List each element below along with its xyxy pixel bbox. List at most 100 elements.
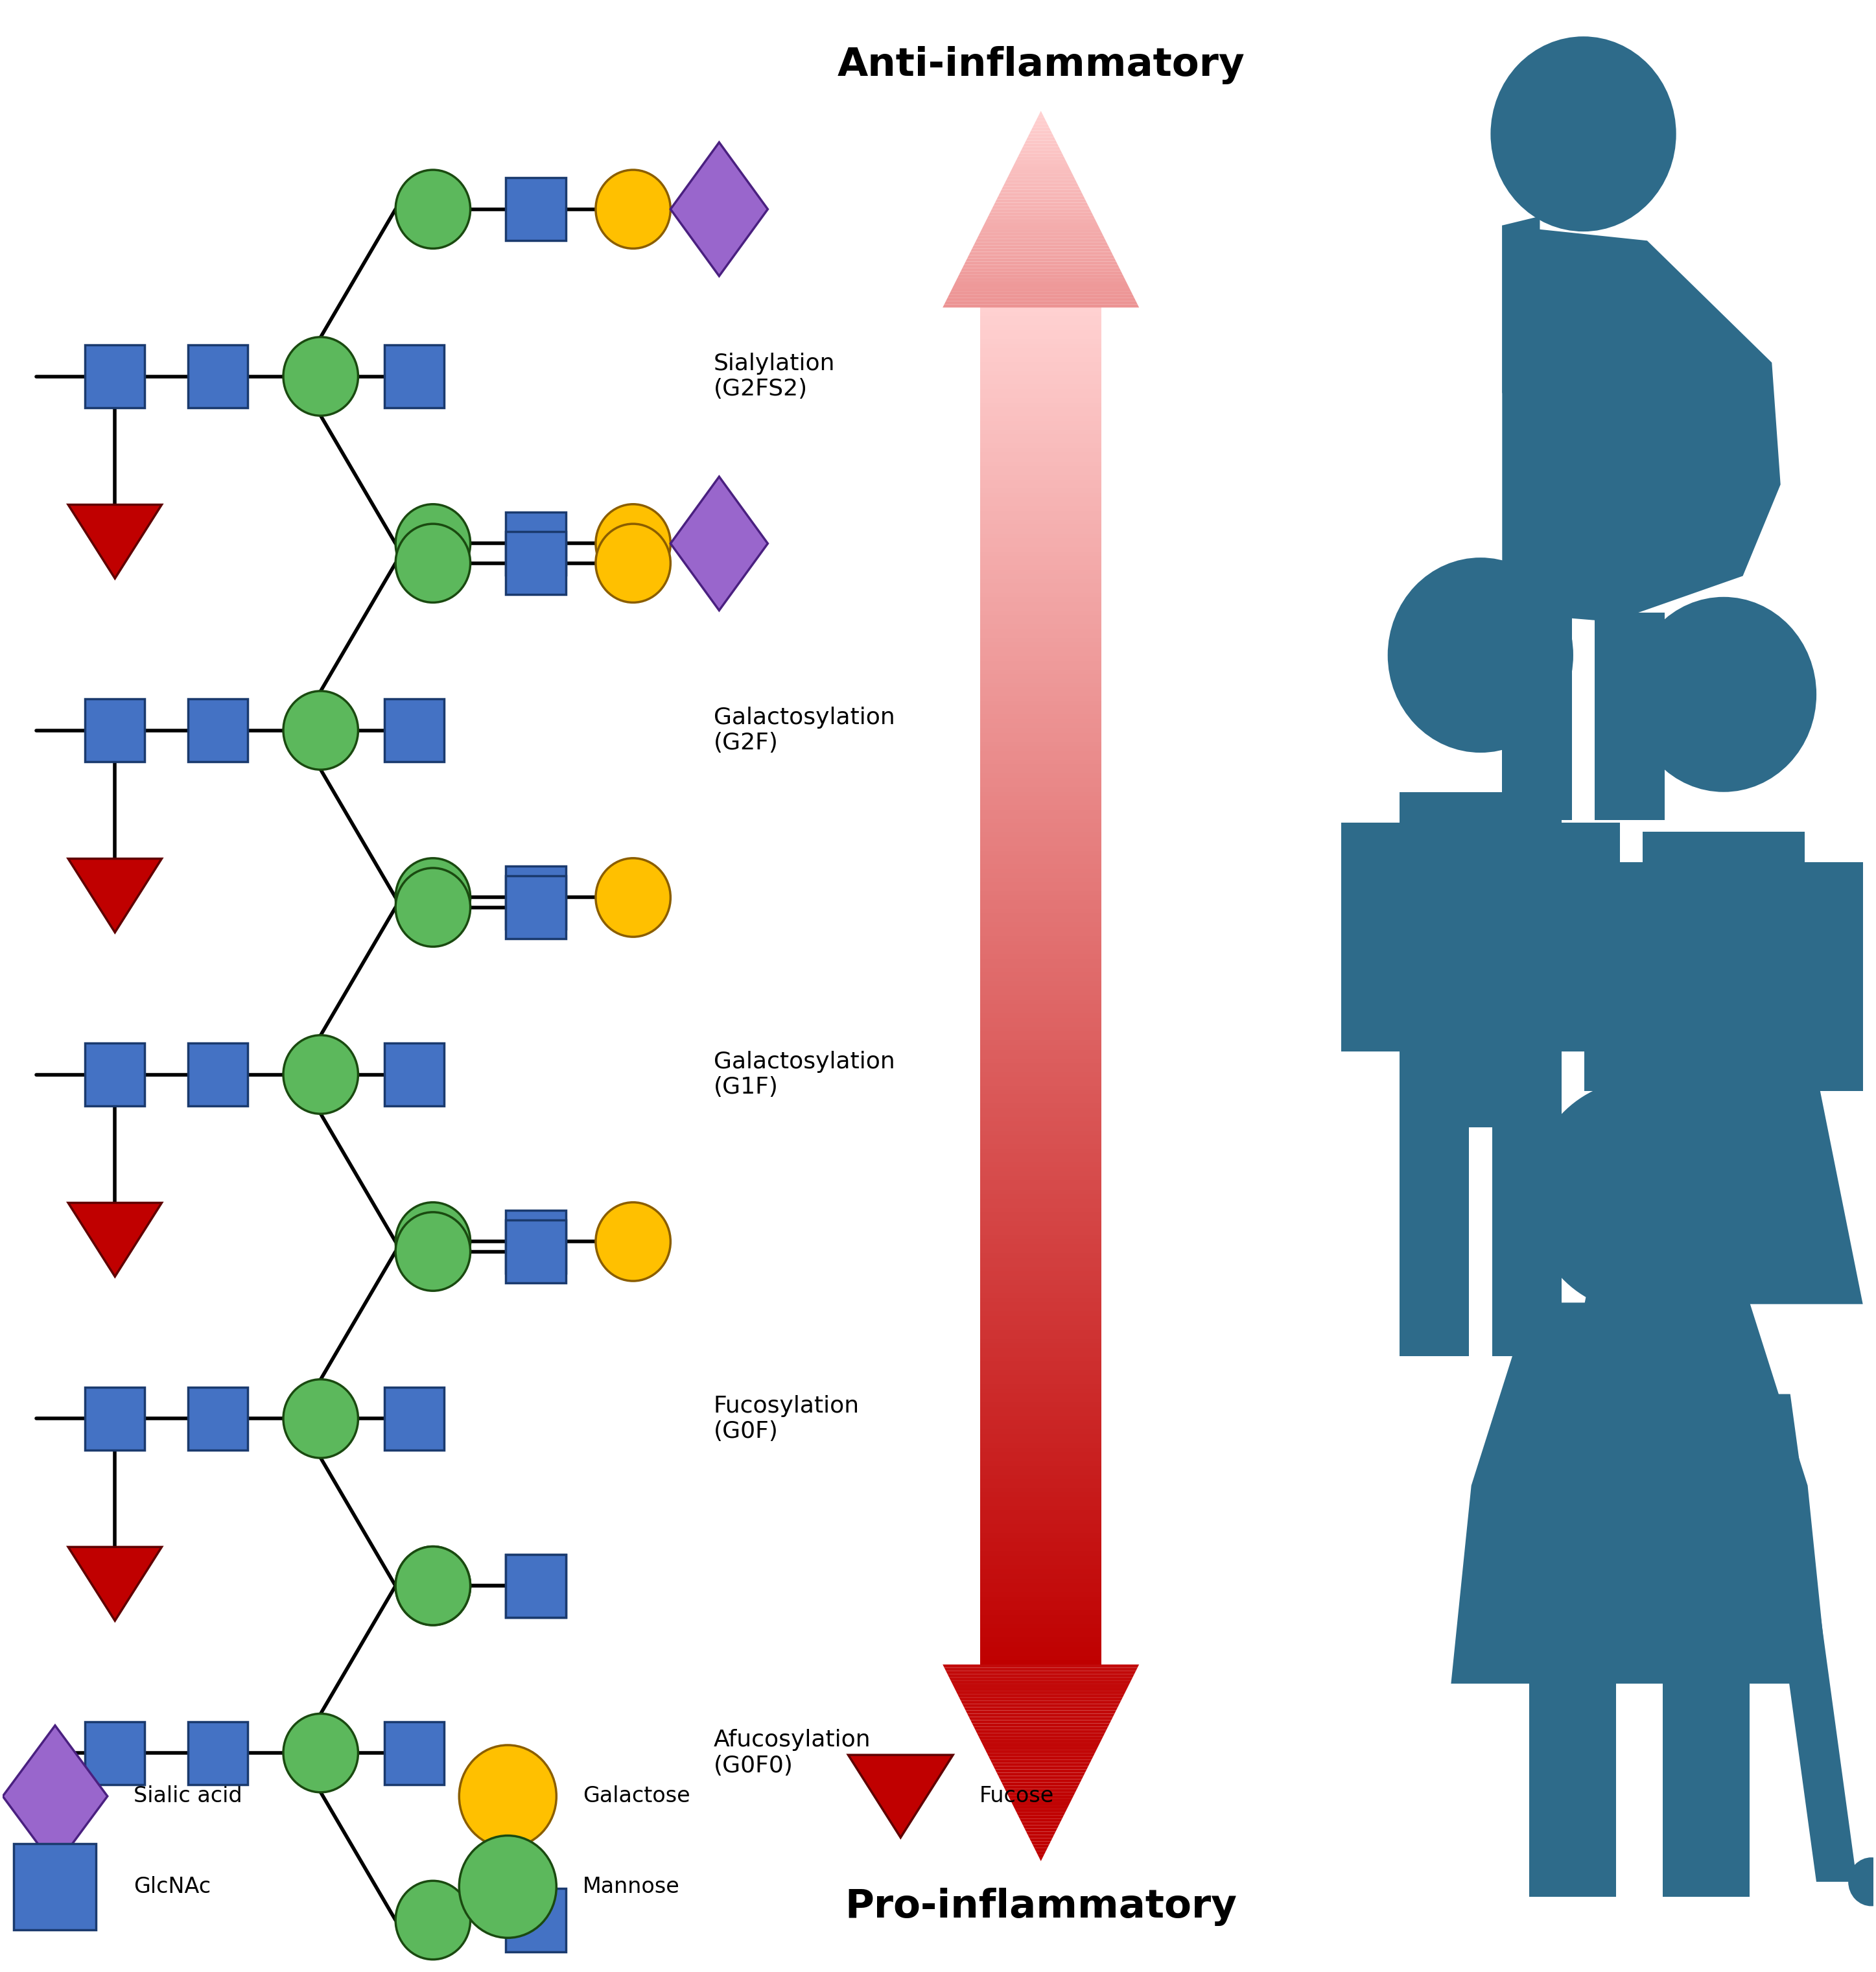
Polygon shape: [1019, 1818, 1062, 1822]
Polygon shape: [979, 1534, 1101, 1538]
Polygon shape: [979, 1412, 1101, 1416]
Polygon shape: [979, 1158, 1101, 1162]
Polygon shape: [1021, 1822, 1060, 1824]
Polygon shape: [957, 274, 1124, 278]
Polygon shape: [979, 479, 1101, 483]
Polygon shape: [979, 990, 1101, 996]
Polygon shape: [979, 1392, 1101, 1398]
Polygon shape: [979, 842, 1101, 846]
Polygon shape: [979, 1049, 1101, 1053]
Bar: [84, 1386, 144, 1449]
Circle shape: [283, 690, 358, 769]
Polygon shape: [979, 1195, 1101, 1199]
Polygon shape: [979, 895, 1101, 899]
Polygon shape: [998, 1777, 1084, 1779]
Polygon shape: [979, 1651, 1101, 1655]
Polygon shape: [979, 783, 1101, 787]
Polygon shape: [979, 1077, 1101, 1081]
Polygon shape: [979, 1465, 1101, 1469]
Polygon shape: [979, 937, 1101, 941]
Polygon shape: [1026, 138, 1056, 140]
Polygon shape: [1019, 1816, 1064, 1818]
Bar: [1585, 862, 1643, 1091]
Polygon shape: [979, 329, 1101, 335]
Polygon shape: [979, 1112, 1101, 1118]
Polygon shape: [1022, 1824, 1058, 1828]
Polygon shape: [1004, 183, 1079, 185]
Polygon shape: [979, 1566, 1101, 1570]
Polygon shape: [979, 1361, 1101, 1367]
Polygon shape: [1017, 1812, 1066, 1816]
Polygon shape: [979, 542, 1101, 548]
Polygon shape: [979, 1357, 1101, 1361]
Polygon shape: [981, 1743, 1099, 1747]
Circle shape: [283, 1035, 358, 1114]
Polygon shape: [1503, 217, 1540, 392]
Polygon shape: [962, 1704, 1120, 1708]
Polygon shape: [979, 1643, 1101, 1647]
Circle shape: [396, 1546, 471, 1625]
Polygon shape: [979, 787, 1101, 791]
Polygon shape: [979, 881, 1101, 887]
Bar: [385, 698, 445, 761]
Polygon shape: [979, 1018, 1101, 1021]
Polygon shape: [951, 1680, 1131, 1684]
Polygon shape: [979, 738, 1101, 741]
Bar: [385, 1386, 445, 1449]
Polygon shape: [955, 278, 1126, 282]
Polygon shape: [979, 1493, 1101, 1497]
Polygon shape: [979, 1584, 1101, 1587]
Text: Afucosylation
(G0F0): Afucosylation (G0F0): [713, 1729, 870, 1777]
Polygon shape: [979, 398, 1101, 402]
Polygon shape: [979, 1633, 1101, 1637]
Polygon shape: [979, 538, 1101, 542]
Polygon shape: [979, 1027, 1101, 1031]
Polygon shape: [1019, 154, 1064, 156]
Polygon shape: [979, 430, 1101, 434]
Text: Anti-inflammatory: Anti-inflammatory: [837, 45, 1244, 85]
Polygon shape: [979, 814, 1101, 818]
Bar: [1491, 1128, 1561, 1357]
Polygon shape: [979, 321, 1101, 325]
Polygon shape: [981, 1739, 1101, 1743]
Polygon shape: [979, 1489, 1101, 1493]
Polygon shape: [979, 1339, 1101, 1343]
Polygon shape: [979, 1434, 1101, 1438]
Polygon shape: [972, 245, 1109, 248]
Polygon shape: [979, 868, 1101, 874]
Bar: [188, 345, 248, 408]
Polygon shape: [979, 836, 1101, 842]
Polygon shape: [979, 1374, 1101, 1380]
Polygon shape: [979, 700, 1101, 706]
Polygon shape: [979, 864, 1101, 868]
Polygon shape: [979, 1008, 1101, 1014]
Polygon shape: [979, 1150, 1101, 1154]
Polygon shape: [979, 521, 1101, 525]
Bar: [188, 1722, 248, 1785]
Polygon shape: [961, 268, 1122, 272]
Bar: [385, 1043, 445, 1106]
Polygon shape: [979, 1276, 1101, 1280]
Polygon shape: [979, 1221, 1101, 1227]
Polygon shape: [989, 1757, 1094, 1759]
Polygon shape: [979, 1660, 1101, 1664]
Circle shape: [1491, 35, 1675, 231]
Polygon shape: [979, 1514, 1101, 1520]
Polygon shape: [959, 272, 1122, 274]
Circle shape: [283, 1378, 358, 1457]
Polygon shape: [979, 954, 1101, 958]
Polygon shape: [68, 858, 161, 933]
Polygon shape: [979, 1045, 1101, 1049]
Polygon shape: [979, 1284, 1101, 1290]
Polygon shape: [957, 1694, 1124, 1698]
Polygon shape: [979, 1063, 1101, 1067]
Polygon shape: [979, 434, 1101, 438]
Polygon shape: [1002, 185, 1081, 189]
Polygon shape: [981, 229, 1101, 233]
Polygon shape: [983, 223, 1097, 225]
Polygon shape: [1036, 118, 1045, 120]
Polygon shape: [979, 560, 1101, 566]
Polygon shape: [959, 1698, 1122, 1700]
Polygon shape: [979, 909, 1101, 913]
Polygon shape: [68, 1203, 161, 1276]
